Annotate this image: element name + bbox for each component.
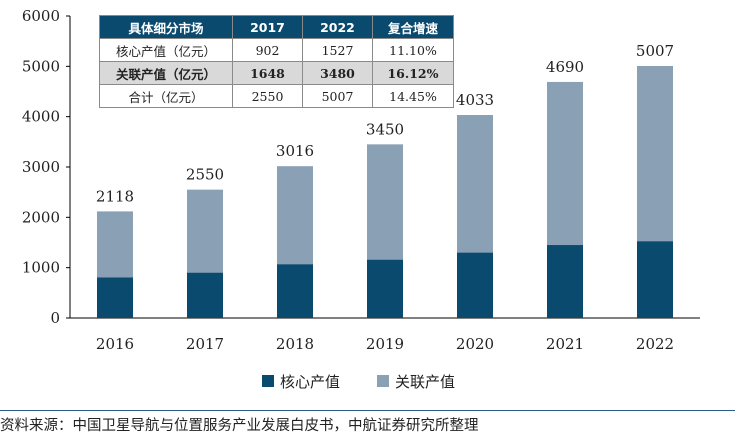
legend-swatch: [262, 375, 274, 387]
total-label: 2550: [186, 166, 224, 184]
bar-core: [97, 277, 133, 318]
bar-related: [187, 189, 223, 273]
y-tick-label: 6000: [22, 7, 60, 25]
x-tick-label: 2020: [456, 335, 494, 353]
table-header: 复合增速: [372, 15, 454, 39]
table-cell: 关联产值（亿元）: [99, 61, 233, 85]
table-cell: 3480: [302, 61, 373, 85]
y-tick-label: 5000: [22, 57, 60, 75]
table-row: 关联产值（亿元） 1648 3480 16.12%: [99, 61, 454, 85]
table-cell: 5007: [302, 84, 373, 108]
table-cell: 16.12%: [372, 61, 454, 85]
bar-core: [277, 264, 313, 318]
x-tick-label: 2019: [366, 335, 404, 353]
bar-core: [187, 272, 223, 318]
bar-core: [547, 245, 583, 318]
total-label: 4033: [456, 91, 494, 109]
x-tick-label: 2017: [186, 335, 224, 353]
bar-related: [367, 144, 403, 260]
table-cell: 1527: [302, 38, 373, 62]
total-label: 4690: [546, 58, 584, 76]
bar-related: [547, 81, 583, 246]
table-header: 2017: [232, 15, 303, 39]
table-cell: 2550: [232, 84, 303, 108]
table-cell: 902: [232, 38, 303, 62]
table-header: 具体细分市场: [99, 15, 233, 39]
legend-label: 关联产值: [395, 373, 455, 391]
legend-swatch: [377, 375, 389, 387]
table-body: 核心产值（亿元） 902 1527 11.10% 关联产值（亿元） 1648 3480 16.…: [99, 38, 454, 108]
bar-related: [277, 166, 313, 265]
total-label: 2118: [96, 187, 134, 205]
x-tick-label: 2016: [96, 335, 134, 353]
axes: 0 1000 2000 3000 4000 5000 6000 2016 2017 2018 201…: [22, 7, 700, 353]
x-tick-label: 2018: [276, 335, 314, 353]
table-cell: 11.10%: [372, 38, 454, 62]
value-labels: 2118 2550 3016 3450 4033 4690 5007: [96, 42, 674, 205]
total-label: 3450: [366, 120, 404, 138]
legend: 核心产值 关联产值: [262, 373, 455, 391]
x-tick-label: 2022: [636, 335, 674, 353]
y-tick-label: 4000: [22, 108, 60, 126]
table-cell: 1648: [232, 61, 303, 85]
bar-related: [457, 115, 493, 253]
bar-core: [367, 259, 403, 318]
table-header-row: 具体细分市场 2017 2022 复合增速: [99, 15, 454, 39]
legend-label: 核心产值: [280, 373, 340, 391]
table-header: 2022: [302, 15, 373, 39]
bar-related: [97, 211, 133, 278]
table-row: 核心产值（亿元） 902 1527 11.10%: [99, 38, 454, 62]
footer-divider: [0, 410, 735, 411]
y-tick-label: 3000: [22, 158, 60, 176]
bar-related: [637, 65, 673, 242]
bar-core: [637, 241, 673, 318]
bar-core: [457, 252, 493, 318]
y-tick-label: 1000: [22, 259, 60, 277]
total-label: 5007: [636, 42, 674, 60]
x-tick-label: 2021: [546, 335, 584, 353]
table-cell: 14.45%: [372, 84, 454, 108]
y-tick-label: 2000: [22, 208, 60, 226]
bars: [97, 65, 673, 318]
table-cell: 合计（亿元）: [99, 84, 233, 108]
table-cell: 核心产值（亿元）: [99, 38, 233, 62]
source-note: 资料来源：中国卫星导航与位置服务产业发展白皮书，中航证券研究所整理: [0, 418, 479, 434]
y-tick-label: 0: [50, 309, 60, 327]
total-label: 3016: [276, 142, 314, 160]
table-row: 合计（亿元） 2550 5007 14.45%: [99, 84, 454, 108]
summary-table: 具体细分市场 2017 2022 复合增速 核心产值（亿元） 902 1527 11.…: [99, 15, 454, 108]
